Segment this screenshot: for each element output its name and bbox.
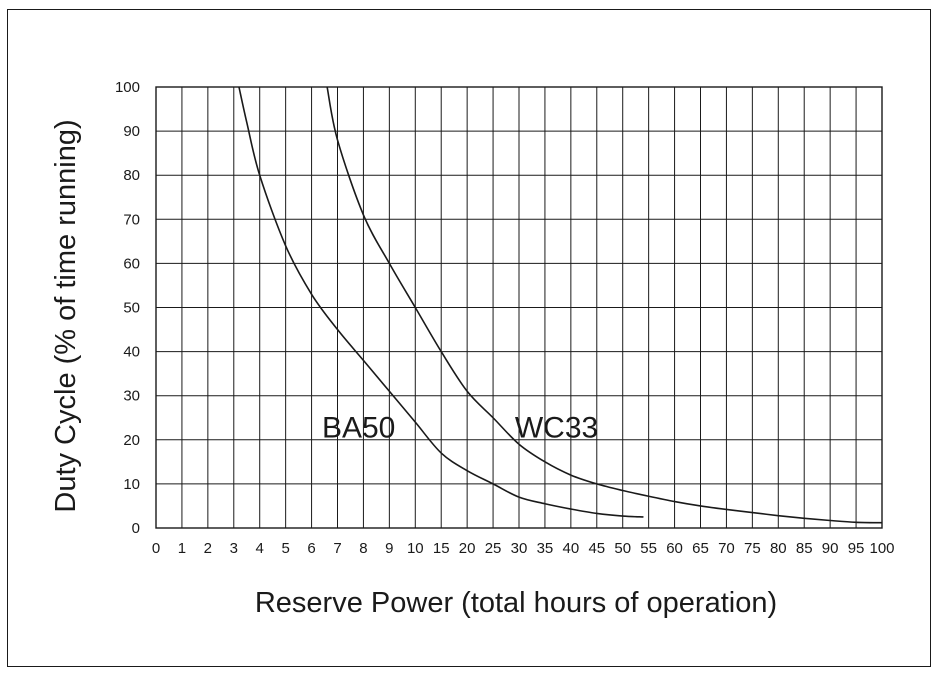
x-tick-label: 85 bbox=[796, 540, 813, 557]
x-tick-label: 1 bbox=[178, 540, 186, 557]
x-tick-label: 6 bbox=[307, 540, 315, 557]
grid bbox=[155, 86, 883, 529]
series-label-wc33: WC33 bbox=[515, 411, 598, 444]
x-tick-label: 40 bbox=[563, 540, 580, 557]
y-tick-label: 30 bbox=[123, 388, 140, 405]
x-tick-labels: 0 1 2 3 4 5 6 7 8 9 10 15 20 25 30 35 40 45 50 55 60 65 70 75 80… bbox=[152, 540, 895, 557]
x-tick-label: 80 bbox=[770, 540, 787, 557]
x-tick-label: 50 bbox=[614, 540, 631, 557]
x-tick-label: 95 bbox=[848, 540, 865, 557]
x-tick-label: 90 bbox=[822, 540, 839, 557]
x-tick-label: 100 bbox=[869, 540, 894, 557]
y-tick-label: 80 bbox=[123, 167, 140, 184]
series-line-ba50 bbox=[238, 86, 644, 518]
y-axis-title: Duty Cycle (% of time running) bbox=[50, 119, 82, 512]
x-tick-label: 4 bbox=[256, 540, 264, 557]
series-label-ba50: BA50 bbox=[322, 411, 395, 444]
series-line-wc33 bbox=[326, 86, 883, 524]
x-tick-label: 3 bbox=[230, 540, 238, 557]
x-tick-label: 70 bbox=[718, 540, 735, 557]
y-tick-label: 70 bbox=[123, 211, 140, 228]
x-tick-label: 55 bbox=[640, 540, 657, 557]
x-tick-label: 15 bbox=[433, 540, 450, 557]
x-axis-title: Reserve Power (total hours of operation) bbox=[255, 587, 777, 619]
y-tick-label: 60 bbox=[123, 255, 140, 272]
y-tick-label: 0 bbox=[132, 520, 140, 537]
y-tick-labels: 0 10 20 30 40 50 60 70 80 90 100 bbox=[115, 79, 140, 537]
x-tick-label: 10 bbox=[407, 540, 424, 557]
x-tick-label: 75 bbox=[744, 540, 761, 557]
x-tick-label: 0 bbox=[152, 540, 160, 557]
x-tick-label: 7 bbox=[333, 540, 341, 557]
y-tick-label: 40 bbox=[123, 344, 140, 361]
x-tick-label: 45 bbox=[588, 540, 605, 557]
x-tick-label: 2 bbox=[204, 540, 212, 557]
x-tick-label: 5 bbox=[281, 540, 289, 557]
y-tick-label: 20 bbox=[123, 432, 140, 449]
x-tick-label: 65 bbox=[692, 540, 709, 557]
y-tick-label: 100 bbox=[115, 79, 140, 96]
y-tick-label: 50 bbox=[123, 300, 140, 317]
x-tick-label: 8 bbox=[359, 540, 367, 557]
x-tick-label: 30 bbox=[511, 540, 528, 557]
x-tick-label: 35 bbox=[537, 540, 554, 557]
series-lines bbox=[238, 86, 883, 524]
x-tick-label: 9 bbox=[385, 540, 393, 557]
x-tick-label: 20 bbox=[459, 540, 476, 557]
x-tick-label: 60 bbox=[666, 540, 683, 557]
x-tick-label: 25 bbox=[485, 540, 502, 557]
series-labels: BA50 WC33 bbox=[322, 411, 598, 444]
y-tick-label: 90 bbox=[123, 123, 140, 140]
y-tick-label: 10 bbox=[123, 476, 140, 493]
chart-frame bbox=[7, 9, 931, 667]
